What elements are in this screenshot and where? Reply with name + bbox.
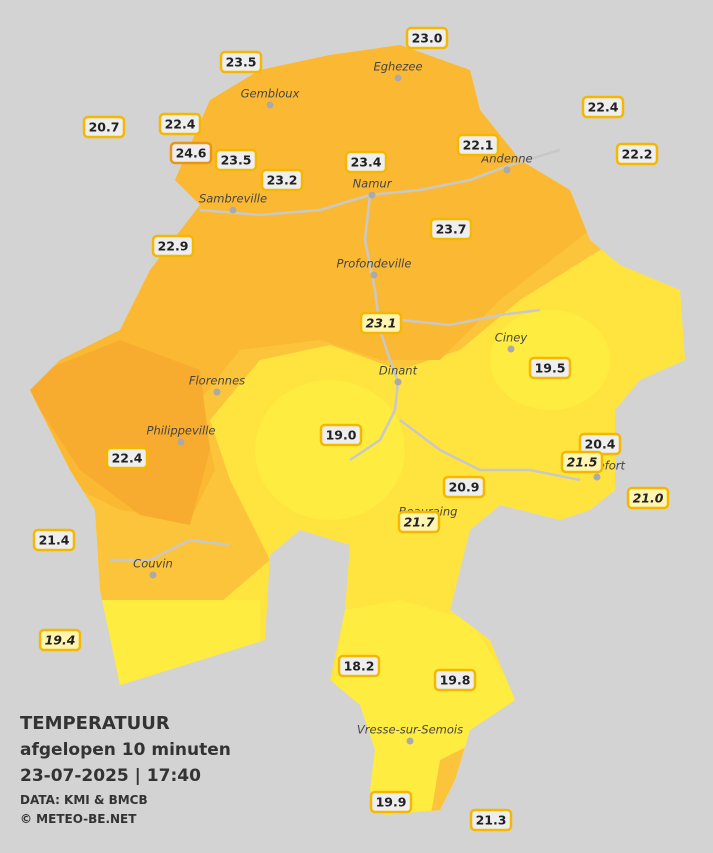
city-dot (507, 345, 515, 353)
city-dot (368, 191, 376, 199)
station-value: 23.1 (366, 316, 397, 331)
station-box (260, 168, 304, 192)
station-value: 23.5 (221, 153, 252, 168)
station-value: 21.7 (404, 515, 435, 530)
city-label: Namur (353, 177, 393, 191)
station-layer: 23.0 23.5 22.4 20.7 22.4 24.6 23.5 22.1 23.4 22.2… (32, 26, 670, 832)
station-box (219, 50, 263, 74)
city-dot (394, 378, 402, 386)
station-value: 20.9 (449, 480, 480, 495)
station-box (528, 356, 572, 380)
station-box (359, 311, 403, 335)
station-box (38, 628, 82, 652)
city-label: Philippeville (147, 424, 216, 438)
station-value: 22.4 (165, 117, 196, 132)
station-value: 23.4 (351, 155, 382, 170)
station-box (319, 423, 363, 447)
station-value: 19.0 (326, 428, 357, 443)
station-value: 21.3 (476, 813, 507, 828)
station-value: 20.4 (585, 437, 616, 452)
city-dot (406, 737, 414, 745)
station-value: 18.2 (344, 659, 375, 674)
station-box (344, 150, 388, 174)
station-value: 22.4 (112, 451, 143, 466)
station-value: 22.4 (588, 100, 619, 115)
station-box (105, 446, 149, 470)
station-value: 21.5 (567, 455, 598, 470)
station-box (158, 112, 202, 136)
station-box (169, 141, 213, 165)
station-box (626, 486, 670, 510)
city-label: Ciney (495, 331, 528, 345)
city-layer: EghezeeGemblouxAndenneNamurSambrevillePr… (133, 60, 626, 745)
station-value: 21.4 (39, 533, 70, 548)
station-value: 23.2 (267, 173, 298, 188)
station-value: 21.0 (633, 491, 664, 506)
station-box (397, 510, 441, 534)
station-box (337, 654, 381, 678)
city-label: Dinant (379, 364, 418, 378)
data-source: DATA: KMI & BMCB (20, 793, 148, 807)
city-label: Couvin (133, 557, 173, 571)
city-dot (593, 473, 601, 481)
title: TEMPERATUUR (20, 713, 170, 734)
copyright: © METEO-BE.NET (20, 812, 137, 826)
station-value: 22.2 (622, 147, 653, 162)
station-box (433, 668, 477, 692)
station-value: 20.7 (89, 120, 120, 135)
station-box (456, 133, 500, 157)
station-box (405, 26, 449, 50)
station-box (82, 115, 126, 139)
station-box (32, 528, 76, 552)
station-value: 23.5 (226, 55, 257, 70)
city-label: Gembloux (241, 87, 300, 101)
station-value: 19.5 (535, 361, 566, 376)
city-dot (229, 206, 237, 214)
city-label: Vresse-sur-Semois (357, 723, 463, 737)
station-value: 23.0 (412, 31, 443, 46)
station-value: 24.6 (176, 146, 207, 161)
station-box (429, 217, 473, 241)
station-box (151, 234, 195, 258)
city-label: Eghezee (373, 60, 422, 74)
station-box (442, 475, 486, 499)
city-dot (149, 571, 157, 579)
station-box (369, 790, 413, 814)
station-value: 19.4 (45, 633, 76, 648)
station-value: 19.9 (376, 795, 407, 810)
city-dot (213, 388, 221, 396)
city-dot (177, 438, 185, 446)
city-label: Florennes (189, 374, 245, 388)
station-box (214, 148, 258, 172)
station-value: 22.9 (158, 239, 189, 254)
city-label: Sambreville (199, 192, 267, 206)
rivers (110, 148, 581, 562)
city-label: Profondeville (337, 257, 412, 271)
station-value: 23.7 (436, 222, 467, 237)
station-value: 22.1 (463, 138, 494, 153)
subtitle: afgelopen 10 minuten (20, 740, 231, 760)
station-value: 19.8 (440, 673, 471, 688)
station-box (615, 142, 659, 166)
city-dot (266, 101, 274, 109)
city-dot (394, 74, 402, 82)
city-dot (370, 271, 378, 279)
city-dot (503, 166, 511, 174)
station-box (469, 808, 513, 832)
station-box (581, 95, 625, 119)
station-box (560, 450, 604, 474)
datetime: 23-07-2025 | 17:40 (20, 766, 201, 786)
